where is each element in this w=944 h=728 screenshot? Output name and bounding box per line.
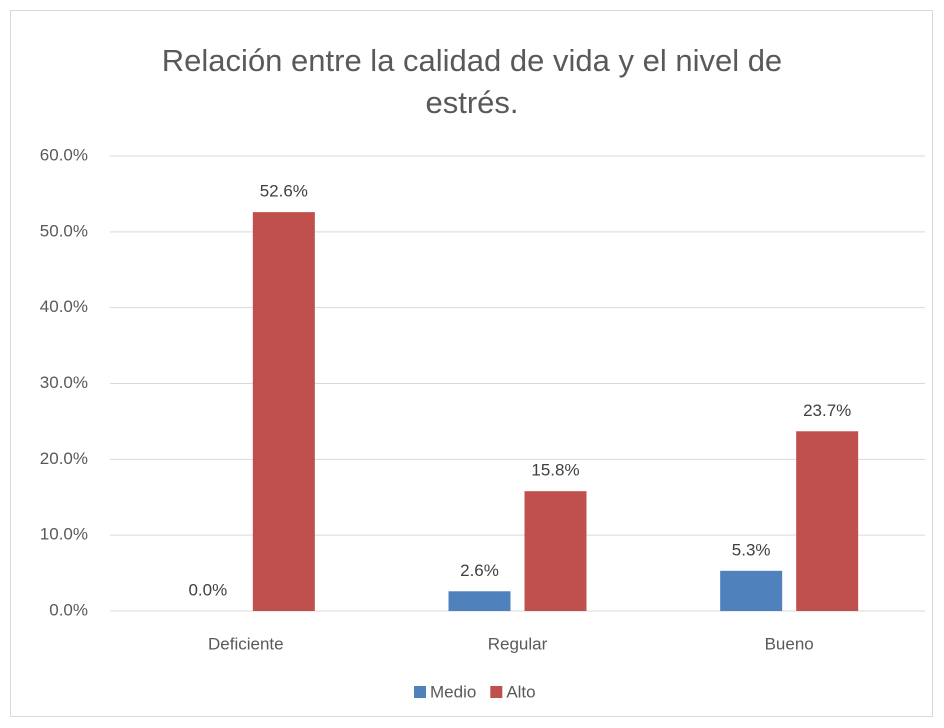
data-label: 23.7% [803, 401, 851, 420]
legend-label: Medio [430, 682, 476, 701]
y-tick-label: 20.0% [40, 449, 88, 468]
legend-label: Alto [506, 682, 535, 701]
data-label: 52.6% [260, 182, 308, 201]
data-label: 0.0% [188, 580, 227, 599]
y-tick-label: 10.0% [40, 525, 88, 544]
y-tick-label: 30.0% [40, 373, 88, 392]
data-label: 15.8% [531, 461, 579, 480]
bar [796, 431, 859, 611]
data-label: 5.3% [732, 540, 771, 559]
x-tick-label: Deficiente [208, 634, 284, 653]
y-tick-label: 0.0% [49, 600, 88, 619]
bar [524, 491, 587, 611]
x-tick-label: Bueno [765, 634, 814, 653]
chart-title: Relación entre la calidad de vida y el n… [161, 43, 783, 120]
legend-swatch [414, 686, 426, 698]
y-tick-label: 60.0% [40, 145, 88, 164]
bar [720, 570, 783, 611]
legend-swatch [490, 686, 503, 698]
y-tick-label: 50.0% [40, 221, 88, 240]
x-tick-label: Regular [488, 634, 548, 653]
bar [448, 591, 511, 611]
data-label: 2.6% [460, 561, 499, 580]
bar [252, 212, 315, 611]
y-tick-label: 40.0% [40, 297, 88, 316]
